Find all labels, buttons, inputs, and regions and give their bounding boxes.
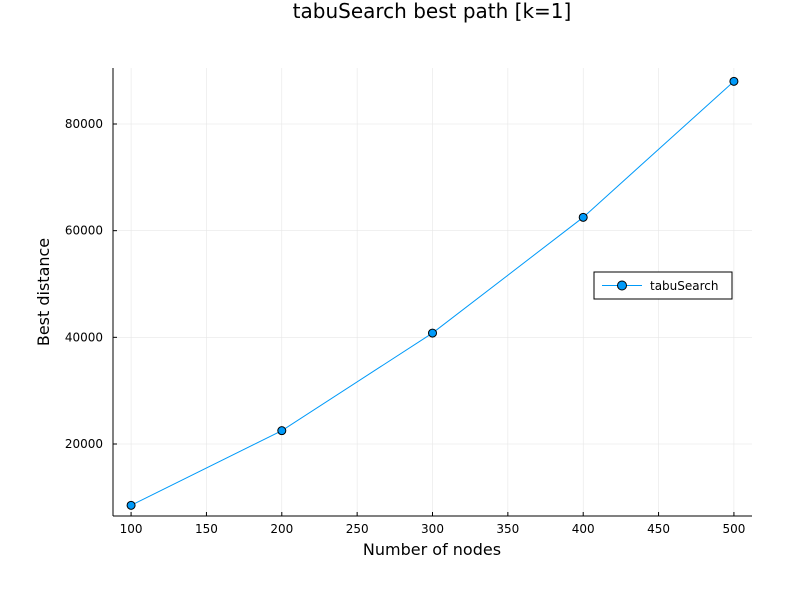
y-tick-label: 20000 <box>65 437 103 451</box>
x-tick-labels: 100 150 200 250 300 350 400 450 500 <box>120 512 745 536</box>
grid-lines <box>113 68 752 516</box>
x-tick-label: 100 <box>120 522 143 536</box>
y-tick-labels: 20000 40000 60000 80000 <box>65 117 117 451</box>
data-point <box>578 212 588 222</box>
x-tick-label: 250 <box>346 522 369 536</box>
y-tick-label: 60000 <box>65 224 103 238</box>
y-tick-label: 40000 <box>65 330 103 344</box>
x-tick-label: 150 <box>195 522 218 536</box>
x-tick-label: 450 <box>647 522 670 536</box>
x-tick-label: 200 <box>270 522 293 536</box>
data-point <box>729 76 739 86</box>
data-point <box>428 328 437 338</box>
legend-label-tabusearch: tabuSearch <box>650 279 719 293</box>
y-tick-label: 80000 <box>65 117 103 131</box>
chart-title: tabuSearch best path [k=1] <box>293 0 572 23</box>
y-axis-label: Best distance <box>34 238 53 346</box>
x-tick-label: 350 <box>496 522 519 536</box>
legend-marker <box>617 280 627 291</box>
legend: tabuSearch <box>593 271 733 300</box>
x-tick-label: 500 <box>722 522 745 536</box>
data-point <box>126 500 136 510</box>
x-tick-label: 300 <box>421 522 444 536</box>
x-axis-label: Number of nodes <box>363 540 501 559</box>
x-tick-label: 400 <box>572 522 595 536</box>
data-point <box>277 426 287 436</box>
series-tabusearch <box>126 76 739 510</box>
